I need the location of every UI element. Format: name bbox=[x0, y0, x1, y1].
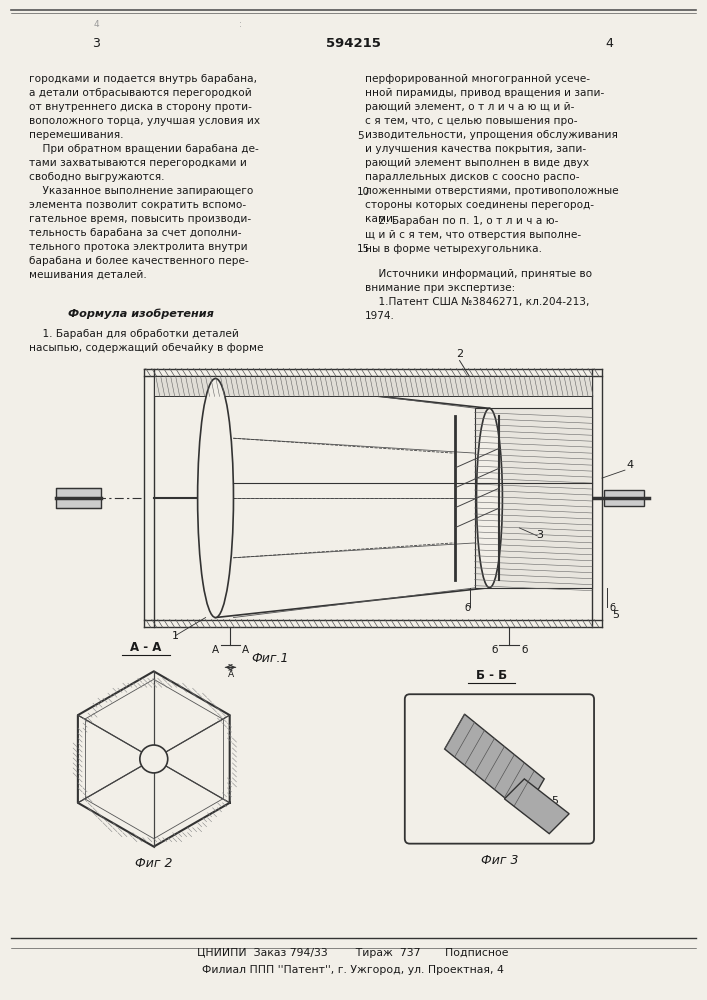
Bar bbox=[474, 408, 592, 588]
Text: 1: 1 bbox=[173, 631, 179, 641]
Text: Фиг 3: Фиг 3 bbox=[481, 854, 518, 867]
Text: 4: 4 bbox=[605, 37, 613, 50]
Text: A: A bbox=[242, 645, 249, 655]
Text: б: б bbox=[521, 645, 527, 655]
Text: A: A bbox=[228, 670, 233, 679]
Text: 3: 3 bbox=[92, 37, 100, 50]
Text: городками и подается внутрь барабана,
а детали отбрасываются перегородкой
от вну: городками и подается внутрь барабана, а … bbox=[29, 74, 260, 280]
Text: :: : bbox=[239, 20, 242, 29]
Text: 5: 5 bbox=[612, 610, 619, 620]
Text: Формула изобретения: Формула изобретения bbox=[68, 309, 214, 319]
Text: 5: 5 bbox=[357, 131, 363, 141]
FancyBboxPatch shape bbox=[405, 694, 594, 844]
Text: А - А: А - А bbox=[130, 641, 161, 654]
Text: Источники информаций, принятые во
внимание при экспертизе:
    1.Патент США №384: Источники информаций, принятые во вниман… bbox=[365, 269, 592, 321]
Text: 4: 4 bbox=[93, 20, 99, 29]
Text: 1. Барабан для обработки деталей
насыпью, содержащий обечайку в форме: 1. Барабан для обработки деталей насыпью… bbox=[29, 329, 264, 353]
Text: 4: 4 bbox=[627, 460, 634, 470]
Text: Фиг 2: Фиг 2 bbox=[135, 857, 173, 870]
Text: Б - Б: Б - Б bbox=[476, 669, 507, 682]
Text: 3: 3 bbox=[536, 530, 543, 540]
Text: 10: 10 bbox=[357, 187, 370, 197]
Text: перфорированной многогранной усече-
нной пирамиды, привод вращения и запи-
рающи: перфорированной многогранной усече- нной… bbox=[365, 74, 619, 224]
Bar bbox=[154, 376, 592, 396]
Text: б: б bbox=[464, 603, 471, 613]
Text: 15: 15 bbox=[357, 244, 370, 254]
Circle shape bbox=[140, 745, 168, 773]
Text: 5: 5 bbox=[551, 796, 558, 806]
Text: ЦНИИПИ  Заказ 794/33        Тираж  737       Подписное: ЦНИИПИ Заказ 794/33 Тираж 737 Подписное bbox=[197, 948, 509, 958]
Text: A: A bbox=[212, 645, 219, 655]
Text: б: б bbox=[491, 645, 498, 655]
Bar bbox=[604, 490, 644, 506]
Text: 2: 2 bbox=[456, 349, 463, 359]
Polygon shape bbox=[445, 714, 544, 814]
Polygon shape bbox=[504, 779, 569, 834]
Text: 2. Барабан по п. 1, о т л и ч а ю-
щ и й с я тем, что отверстия выполне-
ны в фо: 2. Барабан по п. 1, о т л и ч а ю- щ и й… bbox=[365, 216, 581, 254]
Text: 594215: 594215 bbox=[325, 37, 380, 50]
Text: Филиал ППП ''Патент'', г. Ужгород, ул. Проектная, 4: Филиал ППП ''Патент'', г. Ужгород, ул. П… bbox=[202, 965, 504, 975]
Ellipse shape bbox=[477, 408, 503, 588]
Bar bbox=[56, 488, 101, 508]
Ellipse shape bbox=[198, 378, 233, 618]
Text: б: б bbox=[609, 603, 615, 613]
Text: Фиг.1: Фиг.1 bbox=[252, 652, 289, 665]
